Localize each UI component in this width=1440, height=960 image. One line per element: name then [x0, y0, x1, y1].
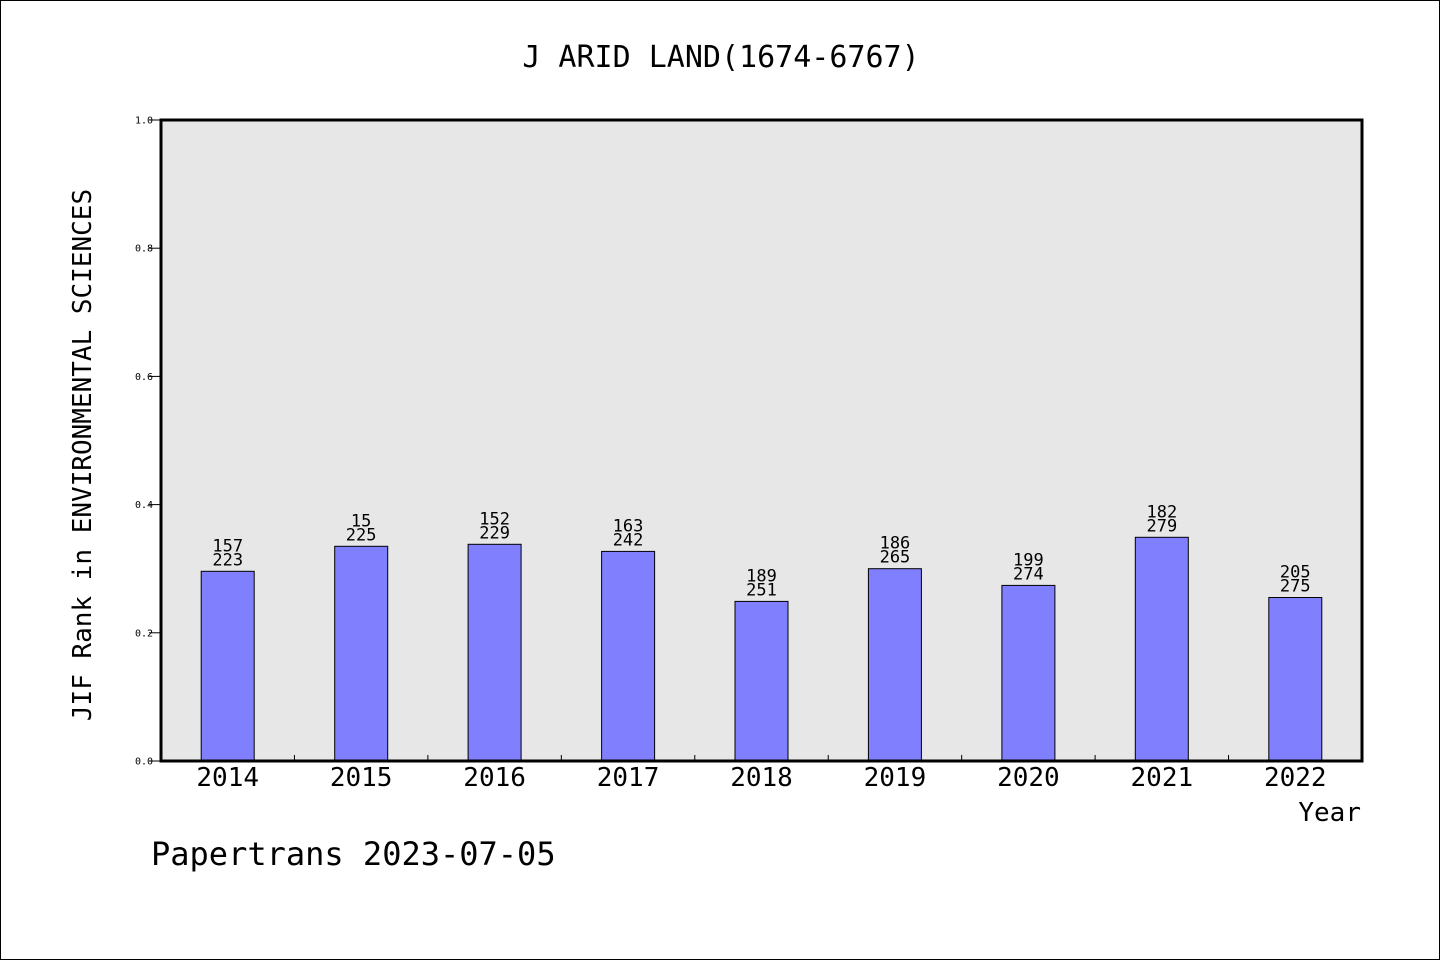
- bar-label-total-2020: 274: [1013, 564, 1044, 584]
- bar-label-rank-2021: 182: [1146, 502, 1177, 522]
- bar-2018: [734, 600, 789, 762]
- x-tick-label-2019: 2019: [864, 763, 927, 793]
- bar-label-rank-2015: 15: [351, 511, 371, 531]
- x-tick-label-2022: 2022: [1264, 763, 1327, 793]
- bar-label-total-2017: 242: [613, 530, 644, 550]
- x-tick-label-2021: 2021: [1131, 763, 1194, 793]
- y-tick-label-5: 1.0: [135, 116, 153, 127]
- x-tick-label-2018: 2018: [730, 763, 793, 793]
- bar-label-total-2014: 223: [212, 550, 243, 570]
- bar-label-total-2019: 265: [880, 548, 911, 568]
- bar-2019: [867, 568, 922, 762]
- footer-text: Papertrans 2023-07-05: [151, 835, 556, 873]
- bar-label-total-2021: 279: [1146, 516, 1177, 536]
- x-tick-label-2017: 2017: [597, 763, 660, 793]
- y-tick-label-2: 0.4: [135, 500, 153, 511]
- y-tick-label-0: 0.0: [135, 757, 153, 768]
- axis-layer: 2014 2015 2016 2017 2018 2019 2020 2021 2022 0.0 0…: [135, 116, 1327, 794]
- x-tick-label-2015: 2015: [330, 763, 393, 793]
- bar-label-rank-2019: 186: [880, 534, 911, 554]
- bar-label-total-2015: 225: [346, 525, 377, 545]
- y-tick-label-1: 0.2: [135, 628, 153, 639]
- y-tick-label-3: 0.6: [135, 372, 153, 383]
- bar-2016: [467, 543, 522, 762]
- y-axis-label: JIF Rank in ENVIRONMENTAL SCIENCES: [68, 189, 98, 721]
- x-tick-label-2014: 2014: [196, 763, 259, 793]
- bar-2020: [1001, 584, 1056, 762]
- bar-label-total-2018: 251: [746, 580, 777, 600]
- x-tick-label-2020: 2020: [997, 763, 1060, 793]
- bar-label-rank-2014: 157: [212, 536, 243, 556]
- x-axis-label: Year: [1298, 798, 1361, 828]
- bar-label-rank-2017: 163: [613, 516, 644, 536]
- bar-2015: [334, 545, 389, 762]
- bar-label-rank-2016: 152: [479, 509, 510, 529]
- plot-frame: [159, 118, 1364, 763]
- bar-label-total-2016: 229: [479, 523, 510, 543]
- x-tick-label-2016: 2016: [463, 763, 526, 793]
- bar-label-rank-2020: 199: [1013, 550, 1044, 570]
- bar-2017: [601, 550, 656, 762]
- bar-2014: [200, 570, 255, 762]
- bar-2022: [1268, 597, 1323, 762]
- y-tick-label-4: 0.8: [135, 244, 153, 255]
- bar-label-total-2022: 275: [1280, 577, 1311, 597]
- bar-label-rank-2022: 205: [1280, 563, 1311, 583]
- bar-label-rank-2018: 189: [746, 566, 777, 586]
- chart-title: J ARID LAND(1674-6767): [522, 40, 919, 75]
- bar-2021: [1134, 536, 1189, 762]
